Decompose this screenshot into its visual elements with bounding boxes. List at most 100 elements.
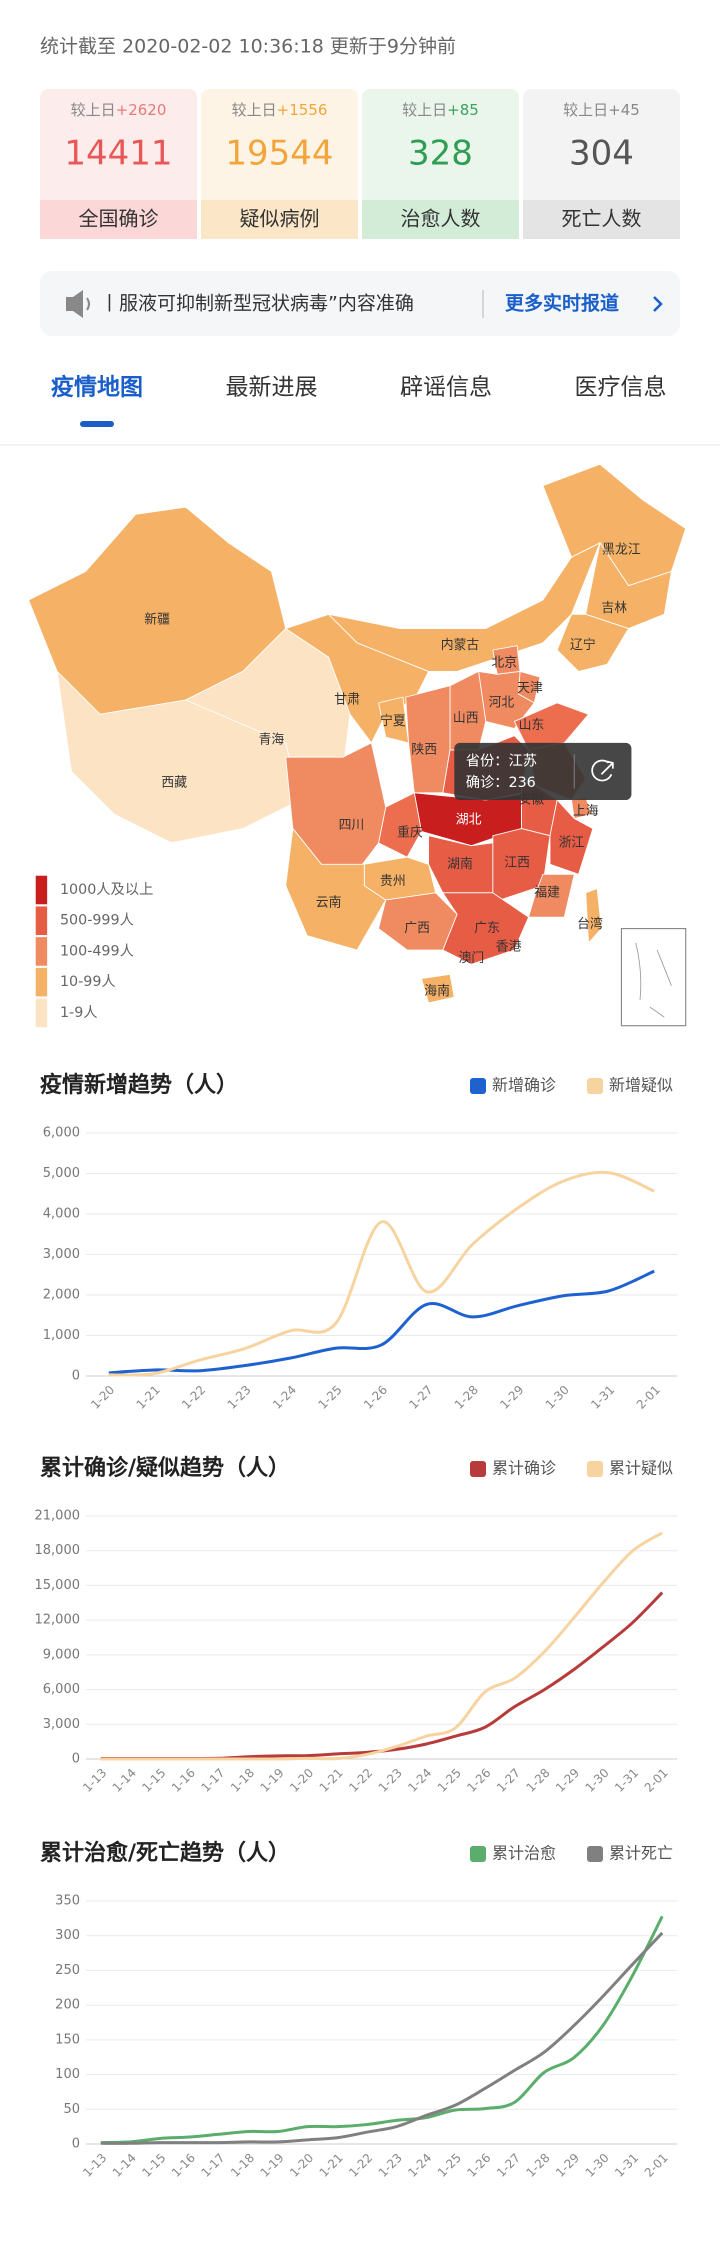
x-tick-label: 1-18 [228,1766,257,1795]
x-tick-label: 1-24 [405,2151,434,2180]
y-tick-label: 0 [72,2137,80,2152]
x-tick-label: 1-21 [134,1383,163,1412]
tab[interactable]: 疫情地图 [51,374,143,401]
province-label: 宁夏 [380,713,406,729]
chart-title: 累计治愈/死亡趋势（人） [40,1840,290,1866]
card-value: 304 [569,134,634,174]
legend-label: 100-499人 [60,942,134,959]
x-tick-label: 1-26 [361,1383,390,1412]
x-tick-label: 1-16 [169,1766,198,1795]
x-tick-label: 1-29 [553,1766,582,1795]
compare-label: 较上日 [563,101,608,119]
x-tick-label: 1-20 [88,1383,117,1412]
x-tick-label: 1-19 [258,1766,287,1795]
province-label: 海南 [424,983,450,999]
tab[interactable]: 医疗信息 [575,375,667,401]
province-label: 云南 [316,894,342,910]
x-tick-label: 1-14 [110,2151,139,2180]
province-label: 西藏 [161,775,187,790]
legend-swatch [35,875,48,905]
legend-swatch [470,1846,486,1862]
y-tick-label: 3,000 [43,1717,80,1732]
province[interactable] [556,613,630,672]
card-label: 治愈人数 [401,207,481,231]
legend-swatch [35,998,48,1028]
y-tick-label: 6,000 [43,1682,80,1697]
tab-indicator [80,421,114,427]
province[interactable] [585,887,602,944]
stat-card: 较上日+85 328 治愈人数 [362,89,519,239]
news-headline[interactable]: 丨服液可抑制新型冠状病毒”内容准确 [100,293,414,315]
stat-card: 较上日+1556 19544 疑似病例 [201,89,358,239]
x-tick-label: 1-22 [346,2151,375,2180]
legend-label: 1-9人 [60,1004,98,1021]
province-label: 贵州 [380,874,406,889]
tab[interactable]: 最新进展 [226,375,318,401]
x-tick-label: 1-29 [497,1383,526,1412]
y-tick-label: 300 [55,1928,80,1943]
x-tick-label: 1-30 [583,1766,612,1795]
legend-swatch [35,967,48,997]
province[interactable] [478,670,535,730]
province[interactable] [405,685,451,794]
x-tick-label: 1-31 [612,2151,641,2180]
x-tick-label: 1-20 [287,2151,316,2180]
x-tick-label: 1-19 [258,2151,287,2180]
compare-label: 较上日 [232,101,277,119]
x-tick-label: 1-30 [543,1383,572,1412]
y-tick-label: 18,000 [35,1543,81,1558]
x-tick-label: 1-25 [435,2151,464,2180]
x-tick-label: 1-26 [464,1766,493,1795]
x-tick-label: 1-22 [346,1766,375,1795]
y-tick-label: 150 [55,2032,80,2047]
card-compare: 较上日+1556 [232,101,328,119]
province[interactable] [442,892,530,965]
legend-swatch [35,937,48,966]
speaker-icon [66,290,90,318]
line-chart: 累计治愈/死亡趋势（人） 累计治愈 累计死亡 0 50 100 150 200 250 300 35… [40,1840,677,2180]
x-tick-label: 1-23 [376,1766,405,1795]
legend-swatch [470,1078,486,1094]
x-tick-label: 1-15 [139,1766,168,1795]
compare-delta: +85 [447,101,479,119]
share-icon[interactable] [591,759,614,782]
y-tick-label: 15,000 [35,1578,81,1593]
y-tick-label: 0 [72,1369,80,1384]
map-legend: 1000人及以上 500-999人 100-499人 10-99人 1-9人 [35,875,153,1028]
province-label: 湖南 [447,856,473,872]
x-tick-label: 1-13 [80,2151,109,2180]
legend-label: 500-999人 [60,912,134,929]
province[interactable] [420,973,455,1004]
province[interactable] [527,873,575,918]
tabs: 疫情地图 最新进展 辟谣信息 医疗信息 [51,374,667,401]
x-tick-label: 1-24 [405,1766,434,1795]
compare-delta: +2620 [116,101,167,119]
x-tick-label: 1-27 [406,1383,435,1412]
province-label: 青海 [259,732,285,747]
news-bar[interactable] [40,271,680,336]
x-tick-label: 1-24 [270,1383,299,1412]
tab[interactable]: 辟谣信息 [400,375,492,401]
south-sea-inset [620,927,687,1027]
x-tick-label: 1-31 [588,1383,617,1412]
y-tick-label: 5,000 [43,1166,80,1181]
province-label: 上海 [573,804,599,819]
province-label: 山西 [453,711,479,726]
news-more[interactable]: 更多实时报道 [505,292,619,315]
stat-card: 较上日+45 304 死亡人数 [523,89,680,239]
compare-label: 较上日 [71,101,116,119]
x-tick-label: 1-17 [198,2151,227,2180]
x-tick-label: 1-15 [139,2151,168,2180]
province-label: 浙江 [559,835,585,850]
legend-label: 1000人及以上 [60,881,153,898]
y-tick-label: 9,000 [43,1647,80,1662]
x-tick-label: 1-25 [315,1383,344,1412]
card-label: 全国确诊 [79,207,159,231]
y-tick-label: 100 [55,2067,80,2082]
card-label: 死亡人数 [562,207,642,231]
x-tick-label: 1-28 [523,1766,552,1795]
compare-delta: +1556 [277,101,328,119]
series-line [100,1531,664,1761]
series-line [108,1269,655,1375]
